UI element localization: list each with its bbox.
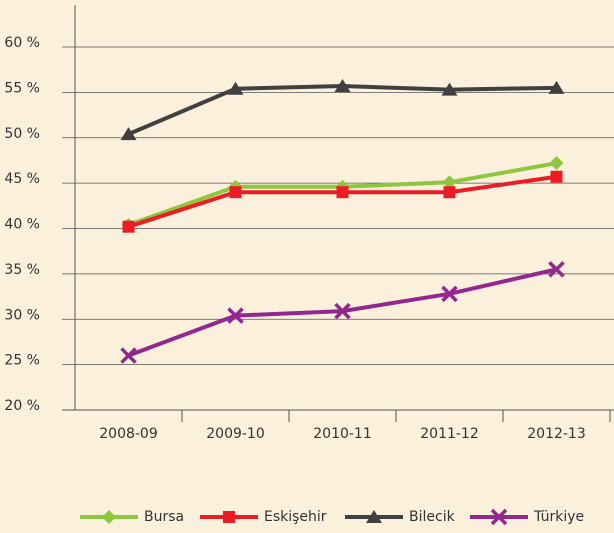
legend-label: Türkiye	[533, 509, 584, 525]
marker	[441, 82, 458, 96]
x-tick-label: 2012-13	[527, 426, 586, 442]
marker	[227, 81, 244, 95]
y-tick-label: 30 %	[4, 307, 40, 323]
marker	[442, 175, 457, 190]
y-tick-label: 45 %	[4, 171, 40, 187]
x-tick-label: 2011-12	[420, 426, 479, 442]
marker	[336, 186, 349, 199]
legend-label: Bursa	[144, 509, 184, 525]
marker	[334, 79, 351, 93]
marker	[548, 80, 565, 94]
marker	[227, 307, 244, 324]
y-tick-label: 40 %	[4, 217, 40, 233]
marker	[548, 261, 565, 278]
x-tick-label: 2009-10	[206, 426, 265, 442]
marker	[122, 220, 135, 233]
legend-label: Bilecik	[409, 509, 456, 525]
marker	[366, 510, 382, 523]
marker	[549, 156, 564, 171]
y-tick-label: 35 %	[4, 262, 40, 278]
y-tick-label: 25 %	[4, 353, 40, 369]
marker	[229, 186, 242, 199]
y-tick-label: 60 %	[4, 35, 40, 51]
marker	[550, 170, 563, 183]
y-tick-label: 50 %	[4, 126, 40, 142]
legend-label: Eskişehir	[264, 509, 327, 525]
marker	[443, 186, 456, 199]
marker	[120, 127, 137, 141]
x-tick-label: 2008-09	[99, 426, 158, 442]
marker	[223, 511, 235, 523]
marker	[120, 347, 137, 364]
y-tick-label: 20 %	[4, 398, 40, 414]
y-tick-label: 55 %	[4, 80, 40, 96]
marker	[490, 508, 508, 526]
series-line	[127, 84, 557, 136]
marker	[334, 302, 351, 320]
x-tick-label: 2010-11	[313, 426, 372, 442]
marker	[102, 510, 116, 524]
marker	[441, 285, 458, 303]
